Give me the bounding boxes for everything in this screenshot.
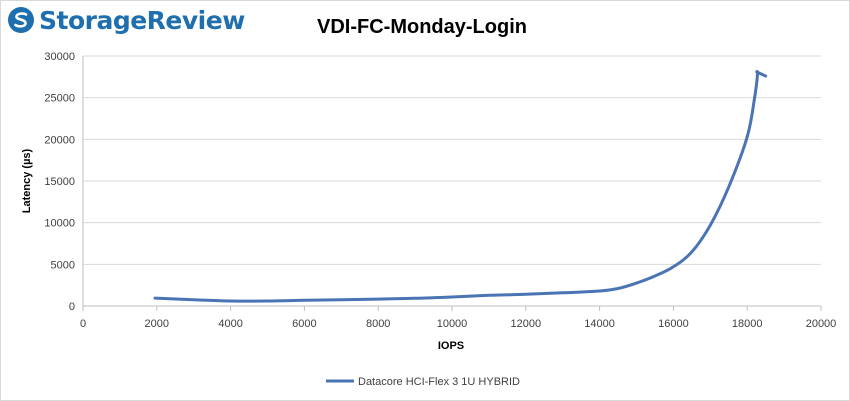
y-tick-label: 30000 [44,51,75,63]
logo-icon [8,7,34,33]
logo-text: StorageReview [39,5,245,35]
x-tick-label: 4000 [218,318,242,330]
y-axis-label: Latency (µs) [21,148,33,213]
x-tick-label: 14000 [584,318,615,330]
y-tick-label: 0 [69,301,75,313]
y-tick-labels: 0 5000 10000 15000 20000 25000 30000 [44,51,75,313]
gridlines [83,55,821,265]
x-tick-labels: 0 2000 4000 6000 8000 10000 12000 14000 16000 180… [80,318,836,330]
legend: Datacore HCI-Flex 3 1U HYBRID [326,376,520,388]
series-lines [153,70,768,303]
y-tick-label: 25000 [44,93,75,105]
x-tick-label: 8000 [366,318,390,330]
legend-label: Datacore HCI-Flex 3 1U HYBRID [358,376,520,388]
chart-title: VDI-FC-Monday-Login [317,16,527,38]
x-tick-label: 12000 [511,318,542,330]
x-tick-label: 2000 [145,318,169,330]
x-tick-label: 10000 [437,318,468,330]
y-tick-label: 10000 [44,218,75,230]
x-tick-label: 20000 [806,318,837,330]
x-tick-label: 18000 [732,318,763,330]
axes [82,56,822,311]
y-tick-label: 5000 [51,259,75,271]
x-axis-label: IOPS [438,340,464,352]
y-tick-label: 20000 [44,134,75,146]
x-tick-label: 6000 [292,318,316,330]
x-tick-label: 0 [80,318,86,330]
x-tick-label: 16000 [658,318,689,330]
series-line [153,70,768,303]
y-tick-label: 15000 [44,176,75,188]
storagereview-logo: StorageReview [6,4,245,36]
